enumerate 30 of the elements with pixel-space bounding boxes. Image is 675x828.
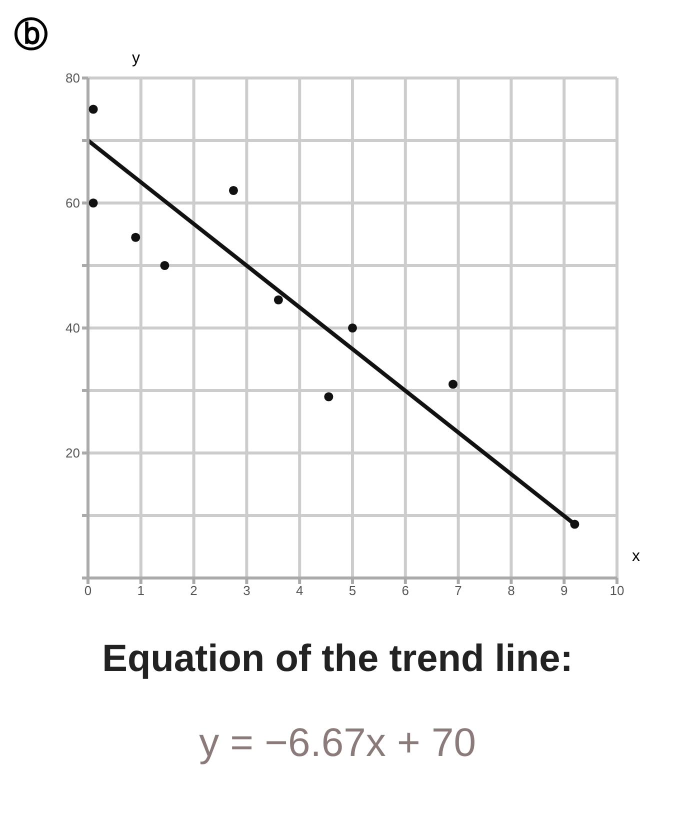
y-tick-label: 60 bbox=[66, 196, 80, 211]
x-tick-label: 7 bbox=[454, 583, 462, 598]
chart-title: ⓑ bbox=[14, 15, 48, 56]
point bbox=[88, 104, 98, 114]
text: Equation of the trend line: bbox=[101, 638, 574, 681]
point bbox=[160, 260, 170, 270]
y-tick-label: 80 bbox=[66, 70, 80, 86]
point bbox=[570, 520, 580, 529]
x-tick-label: 2 bbox=[190, 583, 198, 598]
x-tick-label: 9 bbox=[560, 583, 568, 598]
x-tick-label: 1 bbox=[137, 583, 145, 598]
point bbox=[88, 198, 98, 208]
point bbox=[228, 186, 238, 196]
x-tick-label: 0 bbox=[84, 583, 92, 598]
x-tick-label: 3 bbox=[243, 583, 250, 598]
x-tick-label: 10 bbox=[610, 583, 624, 598]
x-tick-label: 4 bbox=[296, 583, 304, 598]
x-axis-title: x bbox=[632, 548, 640, 566]
y-tick-label: 40 bbox=[66, 320, 80, 336]
x-tick-label: 5 bbox=[348, 583, 356, 598]
x-tick-label: 8 bbox=[508, 583, 515, 598]
point bbox=[448, 380, 458, 389]
text: y = −6.67x + 70 bbox=[198, 721, 477, 766]
y-axis-title: y bbox=[132, 50, 140, 68]
y-tick-label: 20 bbox=[66, 446, 80, 461]
point bbox=[131, 232, 140, 242]
point bbox=[348, 323, 358, 333]
point bbox=[274, 295, 283, 304]
point bbox=[324, 392, 334, 402]
x-tick-label: 6 bbox=[402, 583, 410, 598]
